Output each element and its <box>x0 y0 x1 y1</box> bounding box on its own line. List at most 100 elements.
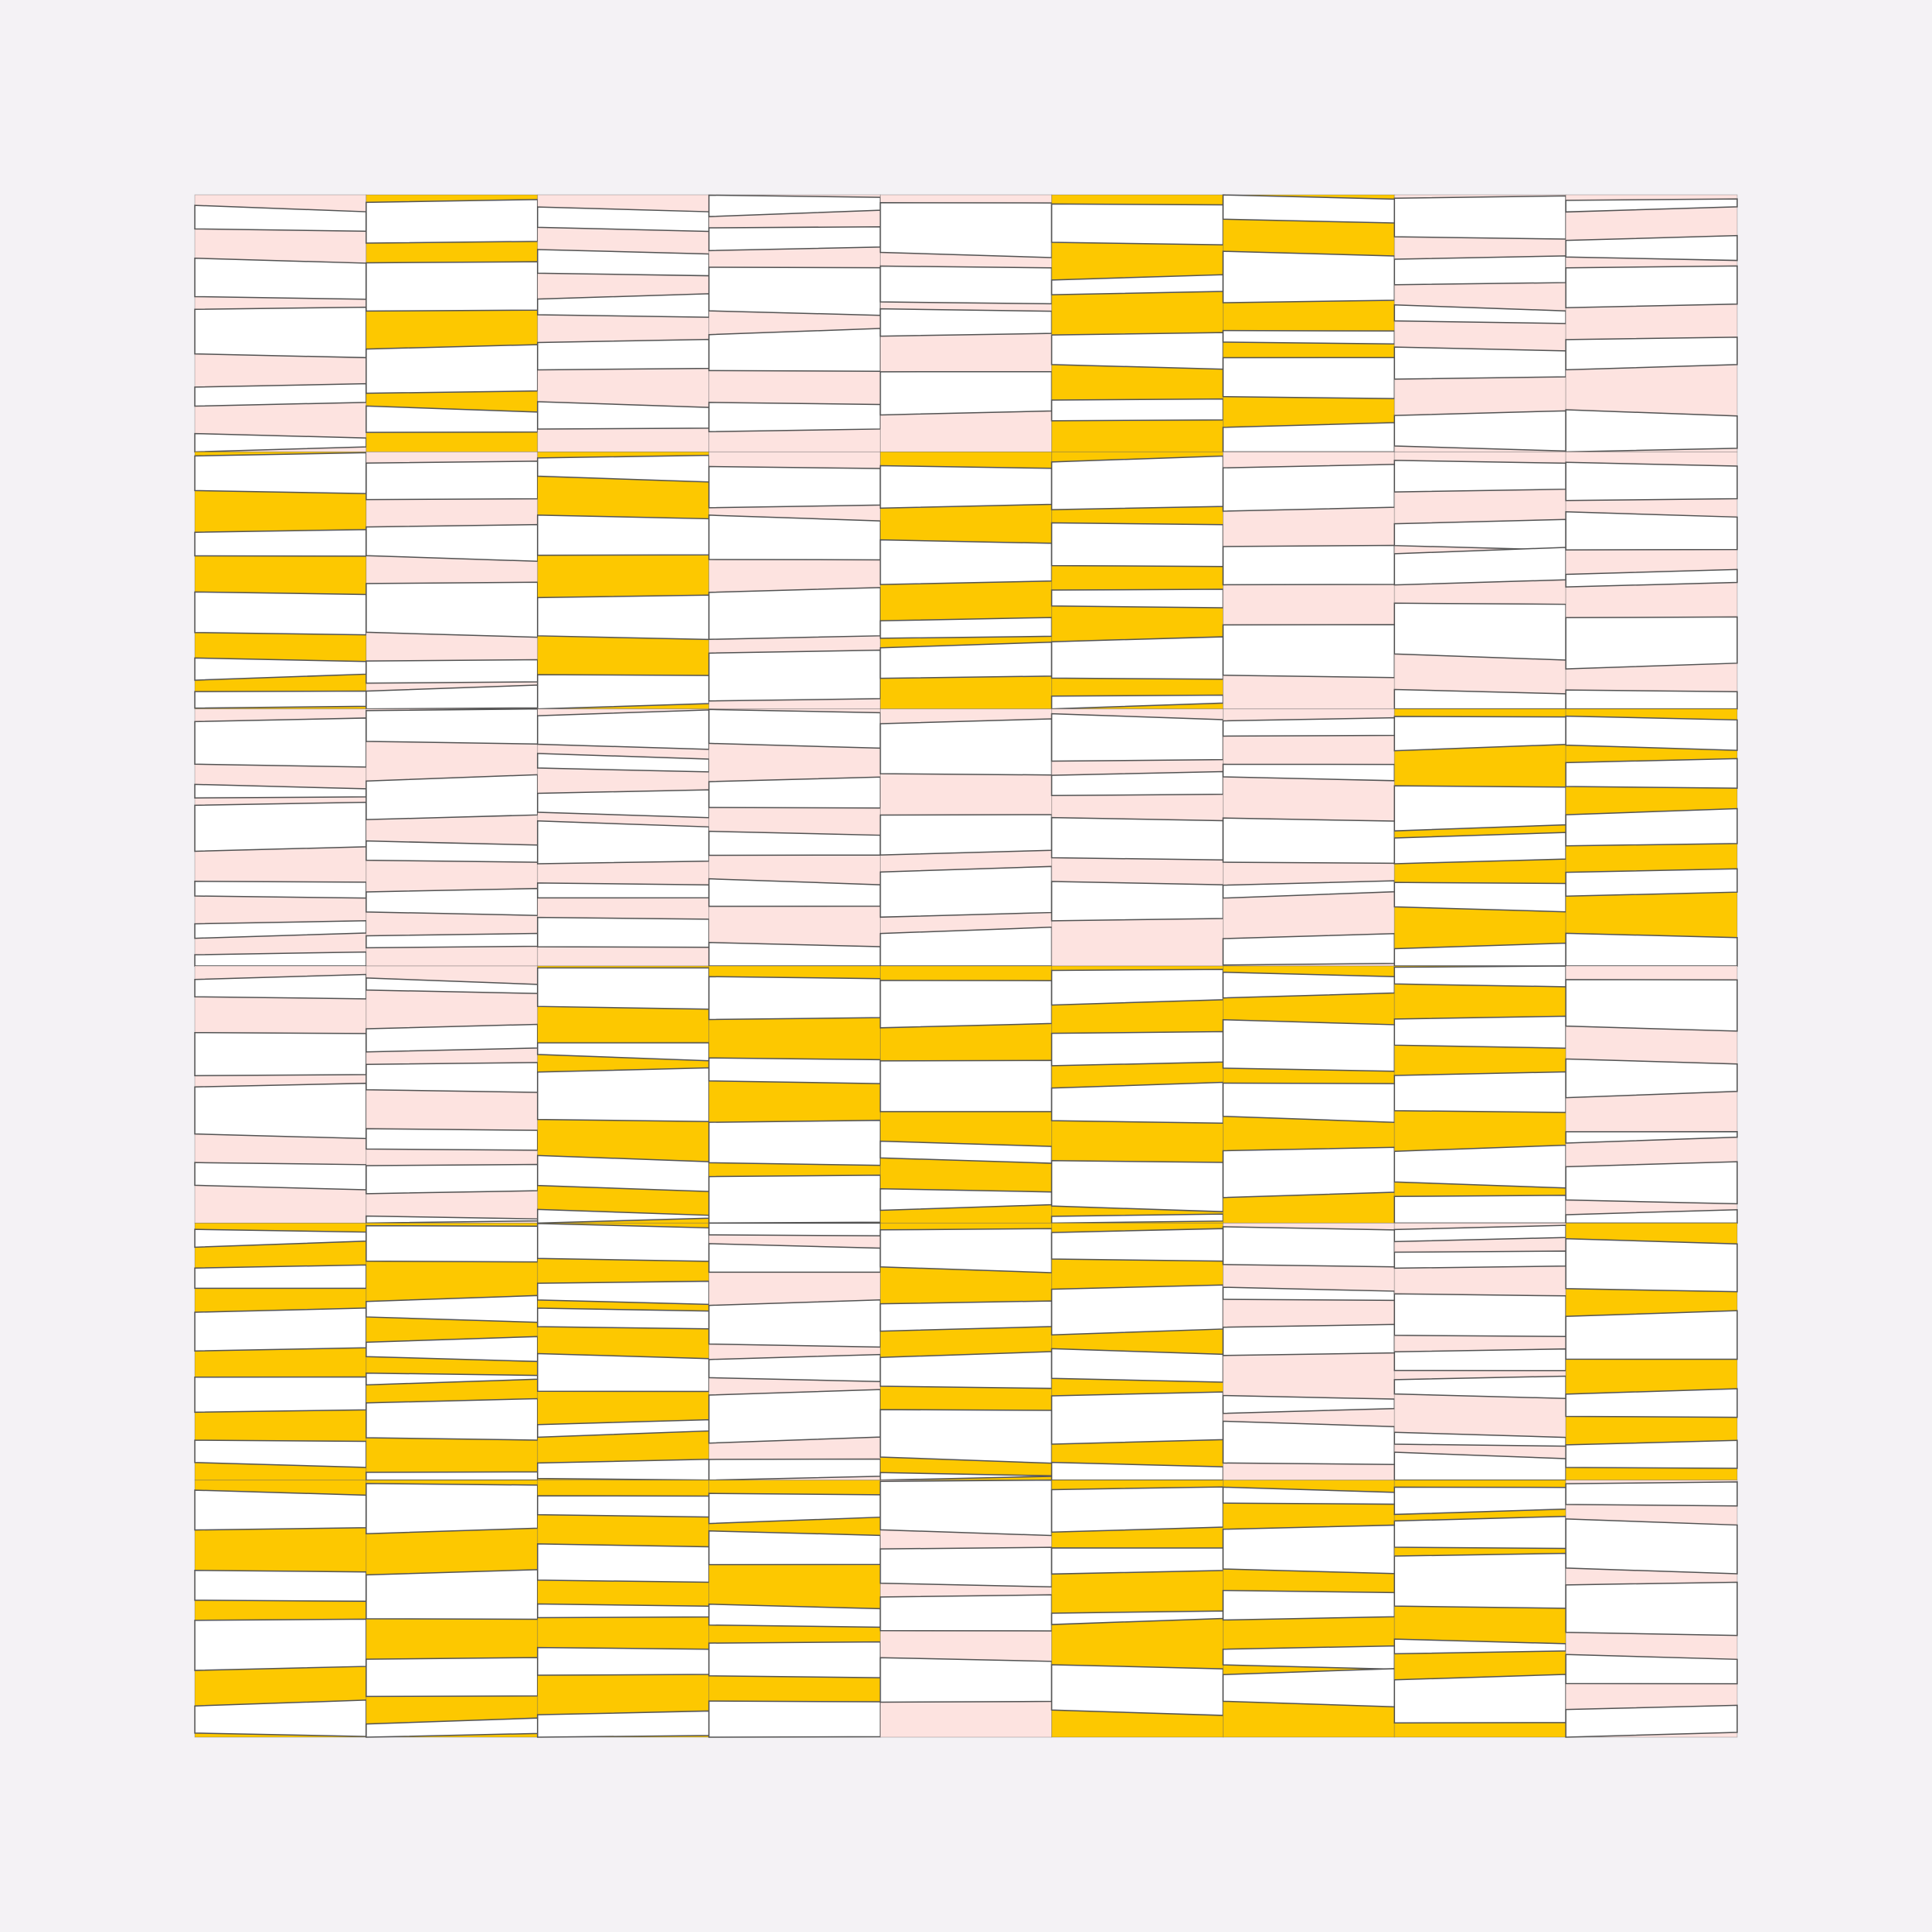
white-stripe <box>537 338 710 371</box>
white-stripe <box>708 708 881 749</box>
white-stripe <box>708 1119 881 1166</box>
grid-cell <box>1222 1222 1395 1481</box>
white-stripe <box>1222 194 1395 224</box>
white-stripe <box>708 1641 881 1678</box>
white-stripe <box>708 1458 881 1481</box>
white-stripe <box>1051 588 1224 609</box>
white-stripe <box>1565 1439 1738 1469</box>
white-stripe <box>708 465 881 509</box>
grid-cell <box>1051 1480 1224 1738</box>
white-stripe <box>365 658 539 684</box>
white-stripe <box>708 402 881 433</box>
grid-cell <box>879 1479 1053 1738</box>
white-stripe <box>537 709 710 750</box>
white-stripe <box>537 1543 710 1583</box>
grid-cell <box>1393 708 1567 967</box>
white-stripe <box>1222 464 1395 512</box>
white-stripe <box>1565 689 1738 710</box>
white-stripe <box>879 617 1053 639</box>
white-stripe <box>1565 868 1738 898</box>
grid-cell <box>194 194 367 453</box>
white-stripe <box>1393 832 1567 865</box>
white-stripe <box>708 976 881 1021</box>
white-stripe <box>1393 1071 1567 1113</box>
white-stripe <box>1222 932 1395 966</box>
white-stripe <box>1393 547 1567 586</box>
grid-cell <box>708 708 881 967</box>
white-stripe <box>708 514 881 561</box>
white-stripe <box>194 306 367 359</box>
grid-cell <box>1565 1222 1738 1481</box>
white-stripe <box>1565 265 1738 308</box>
white-stripe <box>194 1489 367 1531</box>
white-stripe <box>365 1483 539 1535</box>
grid-cell <box>194 1480 367 1738</box>
cell-fill <box>537 1223 709 1480</box>
white-stripe <box>537 594 710 641</box>
white-stripe <box>708 328 881 372</box>
white-stripe <box>1393 965 1567 988</box>
white-stripe <box>365 1023 539 1053</box>
grid-cell <box>879 965 1053 1224</box>
grid-cell <box>879 451 1053 710</box>
white-stripe <box>708 1222 881 1236</box>
white-stripe <box>1051 522 1224 568</box>
white-stripe <box>879 1546 1053 1588</box>
white-stripe <box>365 1471 539 1481</box>
grid-cell <box>1051 965 1224 1224</box>
grid-cell <box>879 708 1053 967</box>
white-stripe <box>1565 234 1738 262</box>
white-stripe <box>365 199 539 244</box>
white-stripe <box>708 1603 881 1629</box>
white-stripe <box>1393 1293 1567 1337</box>
white-stripe <box>365 1128 539 1151</box>
white-stripe <box>708 1298 881 1348</box>
white-stripe <box>1051 1030 1224 1067</box>
white-stripe <box>1222 1668 1395 1707</box>
grid-cell <box>879 1222 1053 1481</box>
white-stripe <box>194 1376 367 1414</box>
white-stripe <box>537 916 710 948</box>
white-stripe <box>1565 1653 1738 1685</box>
grid-cell <box>1393 1222 1567 1481</box>
white-stripe <box>1051 1547 1224 1575</box>
white-stripe <box>1222 624 1395 679</box>
grid-cell <box>365 1480 539 1738</box>
white-stripe <box>879 370 1053 416</box>
white-stripe <box>537 1495 710 1518</box>
white-stripe <box>879 980 1053 1029</box>
white-stripe <box>365 932 539 949</box>
white-stripe <box>879 1479 1053 1537</box>
white-stripe <box>1051 1081 1224 1124</box>
white-stripe <box>708 1174 881 1224</box>
grid-cell <box>1051 194 1224 452</box>
white-stripe <box>365 840 539 863</box>
white-stripe <box>365 1163 539 1195</box>
white-stripe <box>194 452 367 494</box>
white-stripe <box>537 206 710 233</box>
white-stripe <box>365 1397 539 1441</box>
white-stripe <box>708 225 881 252</box>
grid-cell <box>537 1480 710 1738</box>
white-stripe <box>708 587 881 641</box>
white-stripe <box>365 1569 539 1620</box>
white-stripe <box>1565 715 1738 751</box>
white-stripe <box>1565 1481 1738 1507</box>
white-stripe <box>537 1459 710 1481</box>
grid-cell <box>537 194 710 452</box>
white-stripe <box>1393 1515 1567 1550</box>
white-stripe <box>1393 1195 1567 1224</box>
white-stripe <box>365 1657 539 1698</box>
grid-cell <box>194 1222 367 1481</box>
white-stripe <box>537 1710 710 1738</box>
white-stripe <box>708 830 881 857</box>
white-stripe <box>1565 1518 1738 1575</box>
grid-cell <box>708 194 881 452</box>
white-stripe <box>1222 422 1395 453</box>
grid-cell <box>708 1222 881 1481</box>
white-stripe <box>1051 712 1224 762</box>
white-stripe <box>879 814 1053 856</box>
white-stripe <box>194 1618 367 1671</box>
white-stripe <box>365 1062 539 1093</box>
